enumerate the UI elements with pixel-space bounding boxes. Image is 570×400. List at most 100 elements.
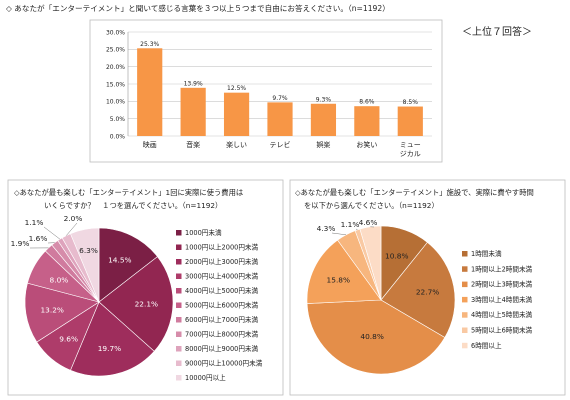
pie-slice [98, 256, 174, 352]
category-label: 音楽 [186, 140, 200, 149]
legend-label: 6時間以上 [471, 341, 502, 350]
legend-label: 1000円以上2000円未満 [185, 243, 259, 252]
legend-swatch [462, 281, 468, 288]
bar-value-label: 9.3% [316, 96, 332, 103]
legend-swatch [176, 288, 182, 294]
legend-label: 9000円以上10000円未満 [185, 359, 263, 368]
legend-swatch [176, 230, 182, 236]
y-tick-label: 10.0% [106, 99, 125, 106]
legend-swatch [176, 346, 182, 352]
legend-label: 1000円未満 [185, 228, 222, 237]
bar [310, 103, 337, 136]
slice-value-label: 6.3% [79, 246, 98, 255]
bar-value-label: 9.7% [272, 95, 288, 102]
y-tick-label: 25.0% [106, 47, 125, 54]
legend-label: 3時間以上4時間未満 [471, 295, 533, 304]
bar-value-label: 8.6% [359, 99, 375, 106]
time-question-line1: ◇あなたが最も楽しむ「エンターテイメント」施設で、実際に費やす時間 [295, 188, 534, 197]
legend-label: 6000円以上7000円未満 [185, 315, 259, 324]
leader-line [331, 232, 347, 236]
pie-slice [306, 299, 446, 375]
category-label: 娯楽 [316, 140, 330, 149]
y-tick-label: 20.0% [106, 64, 125, 71]
bar-chart: 0.0% 5.0% 10.0% 15.0% 20.0% 25.0% 30.0% 25.3% 映画… [106, 29, 432, 158]
legend-swatch [176, 302, 182, 308]
slice-value-label: 22.1% [135, 300, 158, 309]
pie-slice [380, 241, 456, 338]
cost-question-line1: ◇あなたが最も楽しむ「エンターテイメント」1回に実際に使う費用は [14, 188, 243, 197]
slice-value-label: 1.9% [11, 239, 30, 248]
legend-swatch [462, 327, 468, 333]
bar [267, 102, 293, 136]
legend-swatch [462, 312, 468, 318]
leader-line [43, 226, 61, 240]
legend-swatch [176, 259, 182, 265]
category-label: ジカル [400, 150, 421, 158]
bar-value-label: 25.3% [140, 41, 159, 48]
category-label: 楽しい [226, 140, 247, 149]
bar-value-label: 8.5% [403, 99, 419, 106]
bar [354, 106, 380, 136]
slice-value-label: 8.0% [50, 276, 69, 285]
bar [180, 87, 206, 136]
time-pie-chart: 10.8% 22.7% 40.8% 15.8% 4.3% 1.1% 4.6% 1時間未満 1時間… [306, 218, 533, 375]
legend-label: 7000円以上8000円未満 [185, 330, 259, 339]
y-tick-label: 15.0% [106, 81, 125, 88]
legend-label: 4000円以上5000円未満 [185, 286, 259, 295]
category-label: お笑い [356, 140, 377, 149]
bar-value-label: 13.9% [184, 80, 203, 87]
legend-swatch [176, 317, 182, 323]
top-answers-note: ＜上位７回答＞ [462, 25, 532, 38]
slice-value-label: 22.7% [416, 287, 439, 296]
slice-value-label: 1.1% [25, 218, 44, 227]
slice-value-label: 9.6% [59, 334, 78, 343]
legend-swatch [176, 273, 182, 279]
bar-question-title: ◇ あなたが「エンターテイメント」と聞いて感じる言葉を３つ以上５つまで自由にお答… [6, 3, 390, 13]
legend-swatch [462, 342, 468, 349]
leader-line [66, 222, 78, 236]
legend-label: 1時間未満 [471, 249, 502, 258]
bar [397, 106, 423, 136]
legend-label: 3000円以上4000円未満 [185, 272, 259, 281]
slice-value-label: 1.6% [29, 234, 48, 243]
legend-label: 4時間以上5時間未満 [471, 310, 533, 319]
leader-line [355, 228, 358, 231]
slice-value-label: 1.1% [341, 220, 360, 229]
y-tick-label: 0.0% [110, 133, 126, 140]
legend-swatch [176, 375, 182, 381]
legend-swatch [176, 331, 182, 337]
legend-swatch [176, 360, 182, 366]
slice-value-label: 10.8% [385, 251, 408, 260]
category-label: 映画 [143, 140, 157, 149]
legend-label: 8000円以上9000円未満 [185, 344, 259, 353]
category-label: ミュー [400, 141, 421, 149]
legend-label: 2時間以上3時間未満 [471, 280, 533, 289]
cost-pie-chart: 14.5% 22.1% 19.7% 9.6% 13.2% 8.0% 1.9%1.6% 1.1%… [11, 214, 263, 382]
slice-value-label: 4.3% [317, 224, 336, 233]
slice-value-label: 15.8% [327, 276, 350, 285]
y-tick-label: 5.0% [110, 116, 126, 123]
legend-label: 2000円以上3000円未満 [185, 257, 259, 266]
slice-value-label: 13.2% [40, 305, 63, 314]
legend-swatch [462, 251, 468, 257]
cost-question-line2: いくらですか？ １つを選んでください。（n=1192） [44, 201, 222, 210]
pie-slice [70, 227, 100, 303]
time-question-line2: を以下から選んでください。（n=1192） [304, 201, 439, 210]
pie-slice [306, 239, 382, 304]
bar [137, 48, 163, 136]
legend-label: 1時間以上2時間未満 [471, 264, 533, 273]
legend-label: 5時間以上6時間未満 [471, 326, 533, 335]
legend-swatch [462, 266, 468, 272]
slice-value-label: 40.8% [360, 332, 383, 341]
slice-value-label: 2.0% [64, 214, 83, 223]
slice-value-label: 4.6% [359, 218, 378, 227]
slice-value-label: 19.7% [98, 344, 121, 353]
legend-swatch [176, 244, 182, 250]
pie-slice [359, 225, 382, 301]
pie-slice [24, 282, 100, 343]
y-tick-label: 30.0% [106, 29, 125, 36]
category-label: テレビ [270, 140, 291, 149]
bar [223, 92, 250, 136]
legend-label: 5000円以上6000円未満 [185, 301, 259, 310]
